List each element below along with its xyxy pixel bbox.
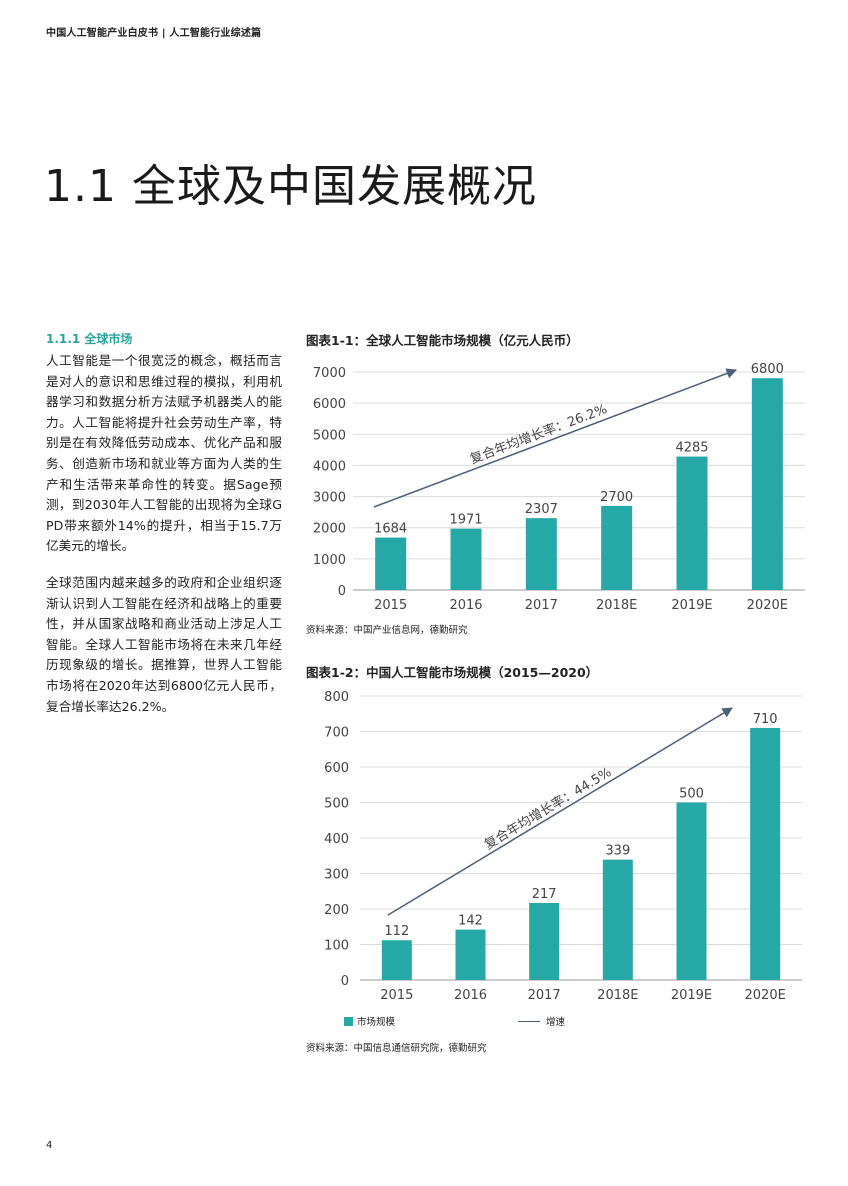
bar: [676, 456, 708, 590]
y-tick-label: 2000: [313, 522, 346, 537]
bar: [602, 859, 633, 980]
y-tick-label: 4000: [313, 459, 346, 474]
y-tick-label: 3000: [313, 491, 346, 506]
data-label: 500: [679, 787, 704, 802]
data-label: 710: [753, 712, 778, 727]
bar: [525, 518, 557, 590]
y-tick-label: 700: [324, 726, 349, 741]
x-tick-label: 2020E: [747, 598, 788, 613]
line-swatch-icon: [518, 1021, 540, 1022]
y-tick-label: 300: [324, 868, 349, 883]
bar: [676, 802, 707, 980]
data-label: 4285: [675, 441, 708, 456]
y-tick-label: 0: [341, 974, 349, 989]
y-tick-label: 500: [324, 797, 349, 812]
y-tick-label: 1000: [313, 553, 346, 568]
trend-annotation: 复合年均增长率：44.5%: [482, 764, 615, 853]
chart1-title: 图表1-1：全球人工智能市场规模（亿元人民币）: [306, 333, 579, 348]
chart2-title: 图表1-2：中国人工智能市场规模（2015—2020）: [306, 665, 599, 680]
trend-arrow: [387, 707, 733, 916]
y-tick-label: 100: [324, 939, 349, 954]
y-tick-label: 7000: [313, 366, 346, 381]
trend-arrow: [373, 368, 737, 508]
bar: [455, 929, 486, 980]
bar: [375, 537, 407, 590]
bar-swatch-icon: [344, 1017, 353, 1026]
x-tick-label: 2017: [528, 988, 561, 1003]
data-label: 217: [532, 887, 557, 902]
x-tick-label: 2017: [525, 598, 558, 613]
y-tick-label: 200: [324, 903, 349, 918]
bar: [381, 940, 412, 980]
y-tick-label: 800: [324, 690, 349, 705]
section-heading: 1.1.1 全球市场: [46, 332, 133, 346]
body-paragraph-1: 人工智能是一个很宽泛的概念，概括而言是对人的意识和思维过程的模拟，利用机器学习和…: [46, 353, 282, 554]
y-tick-label: 0: [338, 584, 346, 599]
bar: [751, 378, 783, 590]
legend-item-market-size: 市场规模: [344, 1014, 395, 1028]
data-label: 142: [458, 914, 483, 929]
data-label: 339: [605, 844, 630, 859]
x-tick-label: 2016: [454, 988, 487, 1003]
page-number: 4: [46, 1140, 53, 1151]
data-label: 6800: [751, 362, 784, 377]
x-tick-label: 2016: [449, 598, 482, 613]
data-label: 1971: [449, 513, 482, 528]
bar: [601, 505, 633, 590]
running-header: 中国人工智能产业白皮书 | 人工智能行业综述篇: [46, 28, 262, 39]
data-label: 112: [384, 924, 409, 939]
x-tick-label: 2015: [380, 988, 413, 1003]
x-tick-label: 2018E: [596, 598, 637, 613]
chart2-source: 资料来源：中国信息通信研究院，德勤研究: [306, 1043, 487, 1054]
y-tick-label: 6000: [313, 397, 346, 412]
x-tick-label: 2015: [374, 598, 407, 613]
data-label: 2700: [600, 490, 633, 505]
bar: [750, 727, 781, 980]
data-label: 1684: [374, 522, 407, 537]
body-column: 1.1.1 全球市场 人工智能是一个很宽泛的概念，概括而言是对人的意识和思维过程…: [46, 330, 282, 733]
page-title: 1.1 全球及中国发展概况: [44, 161, 537, 212]
body-paragraph-2: 全球范围内越来越多的政府和企业组织逐渐认识到人工智能在经济和战略上的重要性，并从…: [46, 574, 282, 714]
chart2-china-ai-market: 0 100 200 300 400 500 600 700 800 112 2015 142 2016 2…: [324, 690, 802, 1003]
x-tick-label: 2019E: [671, 598, 712, 613]
x-tick-label: 2018E: [597, 988, 638, 1003]
x-tick-label: 2019E: [671, 988, 712, 1003]
bar: [529, 902, 560, 980]
y-tick-label: 400: [324, 832, 349, 847]
chart1-source: 资料来源：中国产业信息网，德勤研究: [306, 625, 468, 636]
legend-item-growth: 增速: [518, 1014, 565, 1028]
x-tick-label: 2020E: [745, 988, 786, 1003]
chart1-global-ai-market: 0 1000 2000 3000 4000 5000 6000 7000 1684 2015 197…: [313, 362, 805, 613]
bar: [450, 528, 482, 590]
y-tick-label: 5000: [313, 428, 346, 443]
y-tick-label: 600: [324, 761, 349, 776]
data-label: 2307: [525, 502, 558, 517]
